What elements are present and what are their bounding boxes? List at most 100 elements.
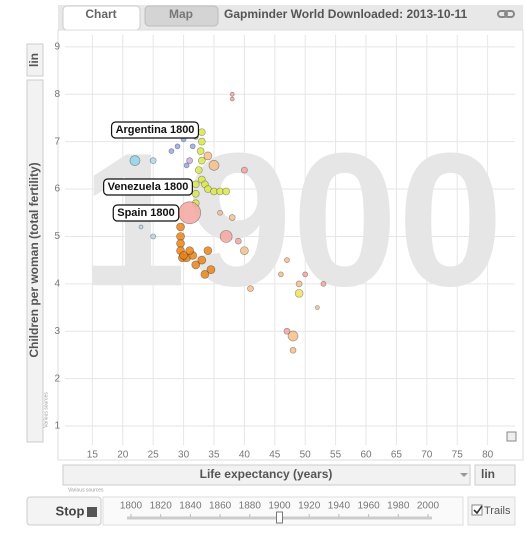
x-indicator-select[interactable] bbox=[62, 464, 471, 486]
bubble bbox=[179, 251, 188, 260]
timeline-ticks: 1800 1820 1840 1860 1880 1900 1920 1940 1960 1980… bbox=[120, 501, 440, 524]
bubble bbox=[208, 159, 220, 171]
bubble bbox=[278, 271, 284, 278]
timeline-label: 1980 bbox=[387, 501, 410, 512]
bubble bbox=[302, 271, 309, 278]
bubble bbox=[315, 305, 320, 310]
y-tick-label: 6 bbox=[54, 184, 60, 195]
bubble bbox=[186, 157, 194, 164]
bubble bbox=[283, 327, 291, 335]
bubble bbox=[191, 180, 200, 189]
play-button[interactable] bbox=[26, 496, 102, 526]
stop-icon bbox=[87, 507, 97, 517]
x-scale-label: lin bbox=[481, 467, 495, 481]
bubble bbox=[204, 185, 212, 193]
map-tab[interactable] bbox=[144, 5, 219, 27]
x-tick-label: 15 bbox=[87, 450, 99, 461]
map-tab-label: Map bbox=[169, 7, 193, 21]
trails-label: Trails bbox=[484, 505, 511, 517]
x-tick-label: 75 bbox=[452, 450, 464, 461]
y-tick-label: 3 bbox=[54, 326, 60, 337]
timeline-label: 1960 bbox=[357, 501, 380, 512]
bubble bbox=[150, 233, 157, 240]
timeline-label: 1900 bbox=[268, 501, 291, 512]
timeline-label: 1820 bbox=[150, 501, 173, 512]
play-button-label: Stop bbox=[56, 503, 85, 518]
x-tick-label: 50 bbox=[300, 450, 312, 461]
x-tick-label: 25 bbox=[148, 450, 160, 461]
y-axis-label: Children per woman (total fertility) bbox=[27, 162, 41, 357]
y-scale-label: lin bbox=[27, 53, 41, 67]
bubble bbox=[203, 151, 213, 161]
timeline-handle[interactable] bbox=[276, 511, 283, 524]
annotation: Spain 1800 bbox=[117, 207, 174, 219]
bubble bbox=[176, 222, 185, 232]
x-tick-label: 20 bbox=[117, 450, 129, 461]
x-tick-label: 35 bbox=[208, 450, 220, 461]
expand-button[interactable] bbox=[506, 431, 517, 442]
bubble bbox=[189, 143, 196, 150]
bubble bbox=[234, 237, 242, 245]
bubble bbox=[228, 214, 236, 221]
annotation: Argentina 1800 bbox=[116, 124, 195, 136]
y-scale-select[interactable] bbox=[26, 43, 44, 77]
bubble bbox=[174, 143, 181, 150]
bubble bbox=[138, 224, 144, 230]
bubble bbox=[183, 162, 190, 169]
y-indicator-select[interactable] bbox=[26, 79, 44, 443]
timeline-label: 1940 bbox=[328, 501, 351, 512]
bubble bbox=[320, 280, 327, 287]
bubble bbox=[222, 187, 230, 196]
chart-tab-label: Chart bbox=[85, 7, 116, 21]
x-scale-select[interactable] bbox=[474, 464, 516, 486]
timeline-label: 1860 bbox=[209, 501, 232, 512]
x-tick-label: 45 bbox=[269, 450, 281, 461]
x-tick-label: 40 bbox=[239, 450, 251, 461]
annotation-box bbox=[110, 121, 200, 139]
bubble bbox=[185, 246, 195, 256]
timeline-label: 1840 bbox=[179, 501, 202, 512]
bubble bbox=[197, 128, 206, 137]
chart-title: Gapminder World Downloaded: 2013-10-11 bbox=[224, 7, 467, 21]
bubble bbox=[197, 137, 206, 146]
link-icon[interactable] bbox=[497, 10, 515, 18]
bubble bbox=[217, 209, 223, 216]
annotation: Venezuela 1800 bbox=[108, 181, 189, 193]
plot: 15 20 25 30 35 40 45 50 55 60 65 70 75 80123456789190… bbox=[54, 35, 515, 461]
bubble bbox=[200, 270, 210, 279]
y-tick-label: 7 bbox=[54, 136, 60, 147]
bubble bbox=[168, 148, 175, 154]
bubble bbox=[229, 91, 235, 97]
y-tick-label: 1 bbox=[54, 421, 60, 432]
annotation-box bbox=[103, 178, 193, 196]
bubble bbox=[219, 230, 233, 243]
x-tick-label: 60 bbox=[360, 450, 372, 461]
x-tick-label: 55 bbox=[330, 450, 342, 461]
x-tick-label: 30 bbox=[178, 450, 190, 461]
y-tick-label: 4 bbox=[54, 278, 60, 289]
timeline-label: 1920 bbox=[298, 501, 321, 512]
x-axis-label: Life expectancy (years) bbox=[200, 467, 333, 481]
y-source: Various sources bbox=[43, 392, 49, 428]
bubble bbox=[241, 166, 248, 174]
bubble bbox=[229, 96, 235, 102]
bubble bbox=[191, 189, 200, 198]
bubble bbox=[129, 155, 141, 166]
bubble bbox=[294, 288, 304, 298]
y-tick-label: 8 bbox=[54, 89, 60, 100]
plot-panel bbox=[57, 29, 524, 461]
bubble bbox=[194, 166, 203, 174]
timeline-label: 1800 bbox=[120, 501, 143, 512]
timeline-label: 2000 bbox=[417, 501, 440, 512]
timeline-label: 1880 bbox=[239, 501, 262, 512]
bubble bbox=[149, 157, 157, 164]
bubble bbox=[289, 346, 297, 354]
bubble bbox=[203, 246, 213, 256]
x-tick-label: 80 bbox=[482, 450, 494, 461]
bubble bbox=[247, 285, 254, 292]
bubble bbox=[197, 255, 207, 265]
bubble bbox=[206, 265, 216, 274]
annotation-box bbox=[112, 204, 180, 222]
trails-checkbox[interactable] bbox=[471, 504, 483, 516]
bubble bbox=[178, 201, 202, 225]
